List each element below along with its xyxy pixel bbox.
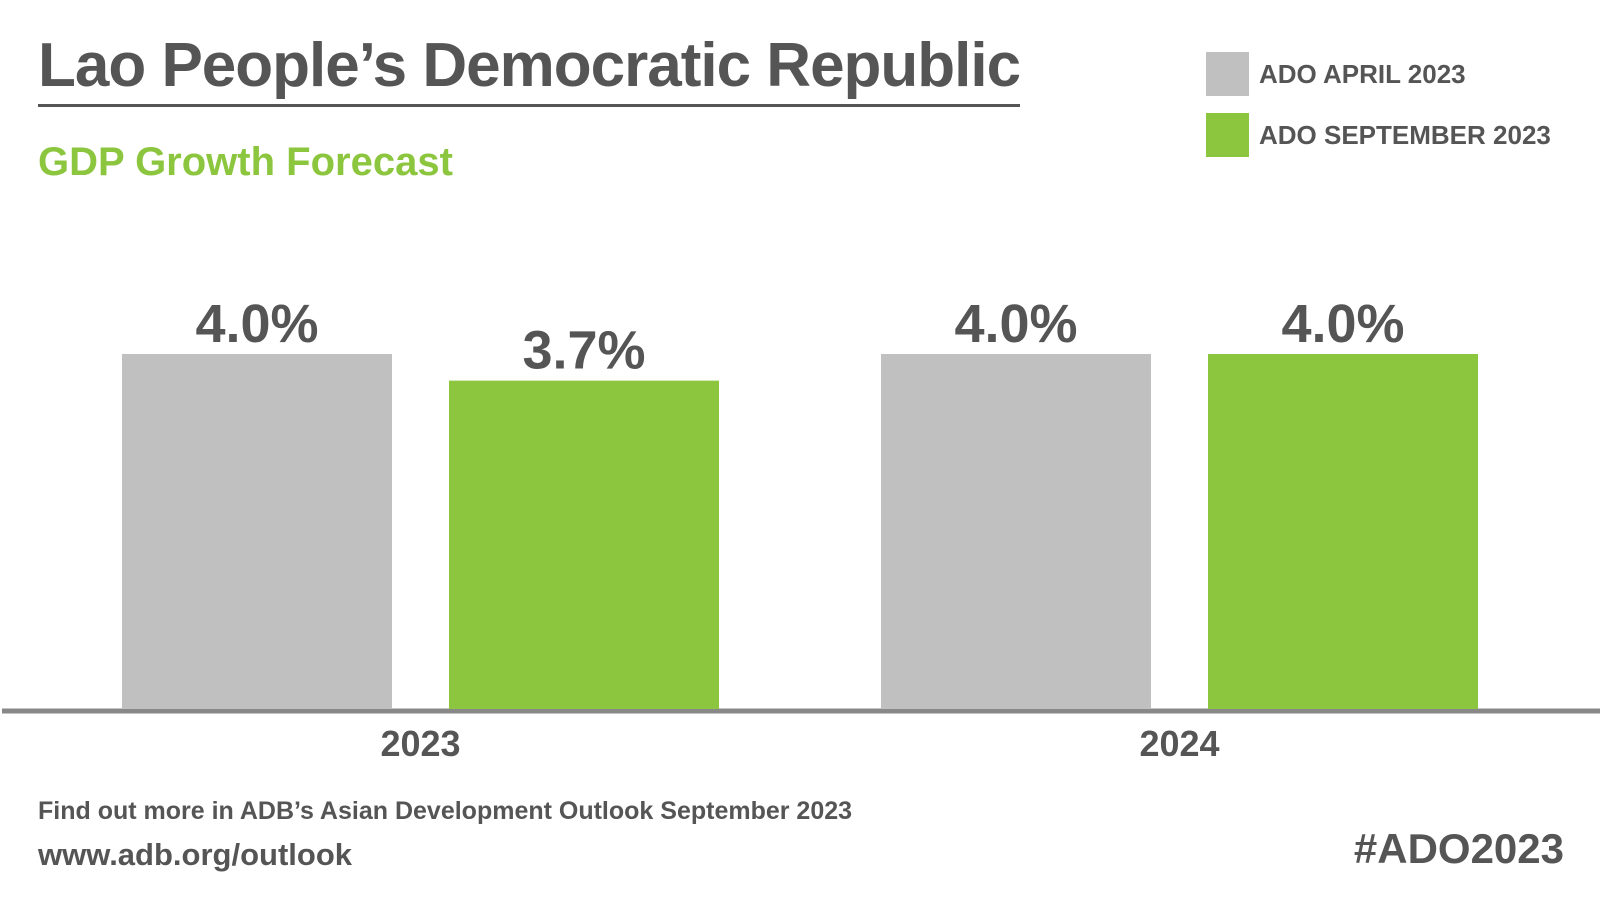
footer-note: Find out more in ADB’s Asian Development…	[38, 797, 853, 825]
legend-swatch-april	[1206, 52, 1249, 96]
chart-subtitle: GDP Growth Forecast	[38, 140, 453, 184]
x-tick-label-2024: 2024	[1139, 723, 1219, 764]
data-label-2023-series-1: 3.7%	[522, 321, 645, 381]
bar-2024-series-0	[881, 354, 1151, 709]
bar-2023-series-0	[122, 354, 392, 709]
footer-url[interactable]: www.adb.org/outlook	[38, 837, 352, 872]
data-label-2023-series-0: 4.0%	[195, 294, 318, 354]
hashtag: #ADO2023	[1353, 825, 1564, 872]
legend-label-september: ADO SEPTEMBER 2023	[1259, 119, 1551, 150]
data-label-2024-series-1: 4.0%	[1281, 294, 1404, 354]
chart-title: Lao People’s Democratic Republic	[38, 30, 1021, 107]
data-label-2024-series-0: 4.0%	[954, 294, 1077, 354]
bar-2024-series-1	[1208, 354, 1478, 709]
legend-item-september: ADO SEPTEMBER 2023	[1206, 113, 1551, 157]
legend-swatch-september	[1206, 113, 1249, 157]
bar-2023-series-1	[449, 380, 719, 709]
legend-label-april: ADO APRIL 2023	[1259, 58, 1466, 89]
legend-item-april: ADO APRIL 2023	[1206, 52, 1551, 96]
legend: ADO APRIL 2023 ADO SEPTEMBER 2023	[1206, 52, 1551, 174]
x-tick-label-2023: 2023	[380, 723, 460, 764]
